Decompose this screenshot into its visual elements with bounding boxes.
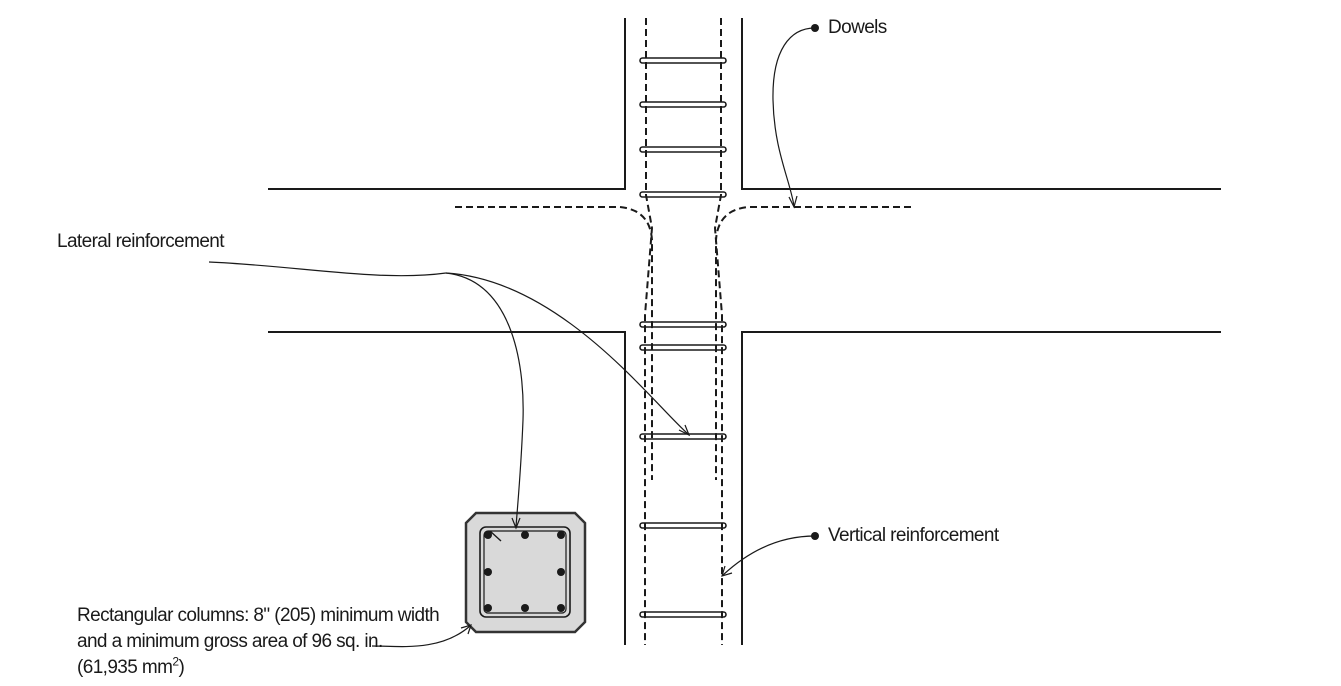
dowel-left	[455, 206, 653, 480]
tie	[639, 321, 727, 328]
rebar-dot	[521, 604, 529, 612]
leader-lateral-to-tie-arrow	[678, 424, 691, 437]
leader-column-note	[371, 625, 471, 648]
section-bars	[484, 531, 565, 612]
tie	[639, 611, 727, 618]
section-tie-hook	[489, 530, 502, 542]
column-note-line3: (61,935 mm2)	[77, 655, 439, 681]
rebar-dot	[484, 604, 492, 612]
tie	[639, 433, 727, 440]
tie	[639, 344, 727, 351]
column-right-face-lower	[741, 331, 1221, 645]
column-note-line3-sup: 2	[172, 654, 179, 669]
callout-dots	[811, 24, 819, 540]
rebar-dot	[557, 604, 565, 612]
dowel-right	[715, 206, 911, 480]
leader-dowels	[772, 27, 816, 207]
leader-dowels-arrow	[788, 195, 798, 209]
leader-lateral-to-section-arrow	[511, 517, 521, 530]
leader-lateral-main	[208, 261, 447, 277]
column-note-line2: and a minimum gross area of 96 sq. in.	[77, 631, 383, 652]
leader-lateral-to-tie	[445, 272, 689, 435]
tie	[639, 191, 727, 198]
column-note-line3-prefix: (61,935 mm	[77, 657, 173, 678]
label-dowels: Dowels	[828, 17, 887, 38]
vertical-reinforcement-bars	[644, 18, 723, 645]
column-note-line1: Rectangular columns: 8" (205) minimum wi…	[77, 605, 440, 626]
rebar-dot	[521, 531, 529, 539]
leader-lateral-to-section	[445, 272, 524, 528]
label-vertical-reinforcement: Vertical reinforcement	[828, 525, 999, 546]
leader-lines	[208, 27, 816, 648]
callout-dot-vertical	[811, 532, 819, 540]
rebar-dot	[557, 568, 565, 576]
column-left-face-lower	[268, 331, 626, 645]
concrete-outline	[268, 18, 1221, 645]
tie	[639, 146, 727, 153]
rebar-dot	[557, 531, 565, 539]
vertical-bar-left	[644, 18, 654, 645]
column-cross-section	[464, 511, 587, 634]
lateral-ties	[639, 57, 727, 618]
label-column-note: Rectangular columns: 8" (205) minimum wi…	[77, 603, 440, 681]
section-tie-outer	[479, 526, 571, 618]
leader-vertical	[722, 535, 816, 576]
column-note-line3-suffix: )	[178, 657, 185, 678]
section-concrete	[464, 511, 587, 634]
column-left-face-upper	[268, 18, 626, 190]
label-lateral-reinforcement: Lateral reinforcement	[57, 231, 225, 252]
rebar-dot	[484, 531, 492, 539]
rebar-dot	[484, 568, 492, 576]
vertical-bar-right	[713, 18, 723, 645]
column-right-face-upper	[741, 18, 1221, 190]
callout-dot-dowels	[811, 24, 819, 32]
tie	[639, 101, 727, 108]
leader-column-note-arrow	[460, 624, 472, 635]
tie	[639, 57, 727, 64]
tie	[639, 522, 727, 529]
leader-vertical-arrow	[721, 565, 733, 577]
